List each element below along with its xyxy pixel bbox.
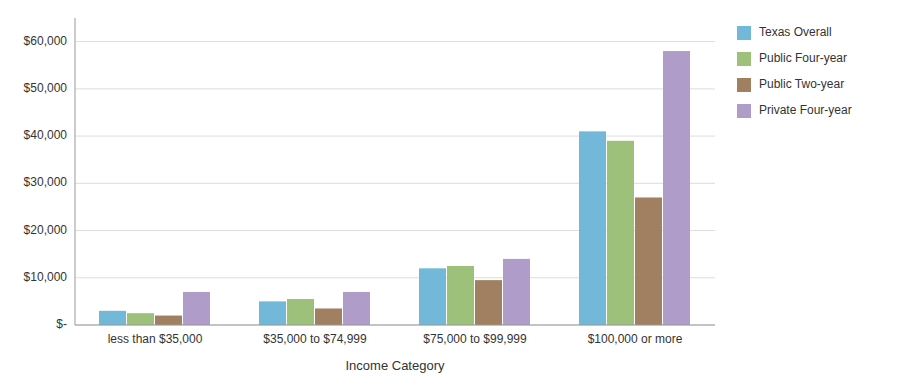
- legend-swatch: [737, 26, 751, 40]
- bar: [447, 266, 474, 325]
- x-axis-line: [75, 325, 715, 326]
- y-tick-label: $-: [56, 317, 67, 331]
- grid-line: [75, 41, 715, 42]
- chart-svg: $- $10,000 $20,000 $30,000 $40,000 $50,000 $60…: [0, 0, 900, 387]
- bar: [315, 308, 342, 325]
- bar: [503, 259, 530, 325]
- legend-swatch: [737, 52, 751, 66]
- bar: [419, 268, 446, 325]
- bar: [607, 141, 634, 325]
- x-axis-label: Income Category: [346, 358, 445, 373]
- legend: Texas Overall Public Four-year Public Two-…: [737, 25, 852, 118]
- y-tick-label: $20,000: [24, 223, 68, 237]
- grid-line: [75, 136, 715, 137]
- bar: [127, 313, 154, 325]
- grid: [75, 42, 715, 325]
- y-tick-label: $40,000: [24, 128, 68, 142]
- legend-label: Texas Overall: [759, 25, 832, 39]
- x-tick-label: $35,000 to $74,999: [263, 332, 367, 346]
- legend-swatch: [737, 104, 751, 118]
- bar: [663, 51, 690, 325]
- legend-label: Private Four-year: [759, 103, 852, 117]
- chart-container: $- $10,000 $20,000 $30,000 $40,000 $50,000 $60…: [0, 0, 900, 387]
- bars: [99, 51, 690, 325]
- legend-swatch: [737, 78, 751, 92]
- y-tick-label: $60,000: [24, 34, 68, 48]
- y-tick-label: $50,000: [24, 81, 68, 95]
- bar: [155, 316, 182, 325]
- y-tick-label: $10,000: [24, 270, 68, 284]
- y-axis-line: [75, 18, 76, 325]
- bar: [635, 197, 662, 325]
- bar: [259, 301, 286, 325]
- y-tick-label: $30,000: [24, 175, 68, 189]
- grid-line: [75, 325, 715, 326]
- x-tick-label: $100,000 or more: [588, 332, 683, 346]
- grid-line: [75, 88, 715, 89]
- bar: [343, 292, 370, 325]
- bar: [99, 311, 126, 325]
- legend-label: Public Four-year: [759, 51, 847, 65]
- bar: [183, 292, 210, 325]
- legend-label: Public Two-year: [759, 77, 844, 91]
- x-tick-label: less than $35,000: [108, 332, 203, 346]
- bar: [579, 131, 606, 325]
- x-tick-label: $75,000 to $99,999: [423, 332, 527, 346]
- bar: [287, 299, 314, 325]
- bar: [475, 280, 502, 325]
